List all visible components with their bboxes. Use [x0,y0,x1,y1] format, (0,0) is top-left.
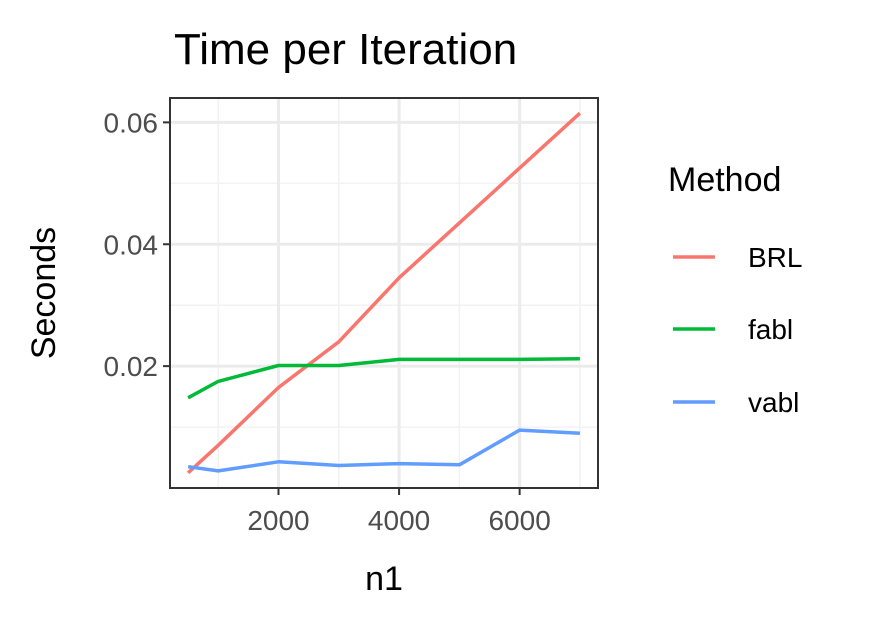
y-tick-label: 0.02 [104,351,159,382]
legend: Method BRL fabl vabl [668,161,802,418]
x-axis-title: n1 [365,560,403,598]
x-tick-label: 2000 [247,505,309,536]
x-axis: 2000 4000 6000 [247,488,551,536]
legend-items: BRL fabl vabl [673,242,802,418]
x-tick-label: 6000 [488,505,550,536]
y-axis: 0.02 0.04 0.06 [104,107,170,382]
legend-title: Method [668,161,781,199]
legend-label-fabl: fabl [748,314,793,345]
grid-minor [170,98,598,488]
series-line-brl [186,111,582,475]
plot-panel [169,97,599,489]
chart-title: Time per Iteration [174,25,517,74]
x-tick-label: 4000 [368,505,430,536]
grid-major [170,98,598,488]
legend-label-brl: BRL [748,242,802,273]
y-tick-label: 0.06 [104,107,159,138]
legend-label-vabl: vabl [748,387,799,418]
y-tick-label: 0.04 [104,229,159,260]
series-line-vabl [187,428,580,473]
series-lines [186,111,582,475]
series-line-fabl [187,357,580,400]
y-axis-title: Seconds [25,227,63,359]
panel-border [169,97,599,489]
